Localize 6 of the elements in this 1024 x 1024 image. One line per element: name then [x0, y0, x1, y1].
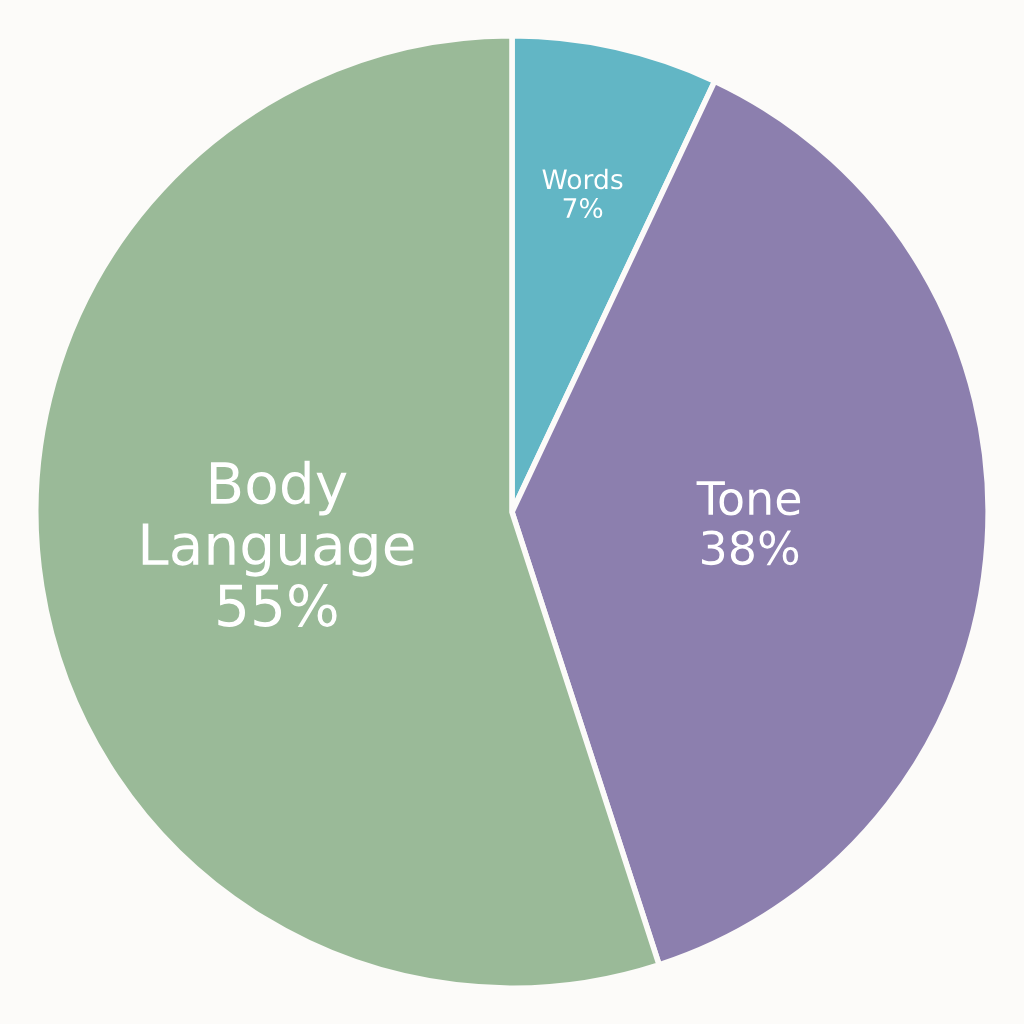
- data-label: 38%: [702, 530, 799, 566]
- slice-label: Words: [542, 168, 623, 190]
- data-label: 7%: [563, 197, 603, 219]
- slice-label: Body Language: [142, 460, 414, 577]
- slice-label: Tone: [696, 481, 801, 516]
- data-label: 55%: [218, 584, 337, 627]
